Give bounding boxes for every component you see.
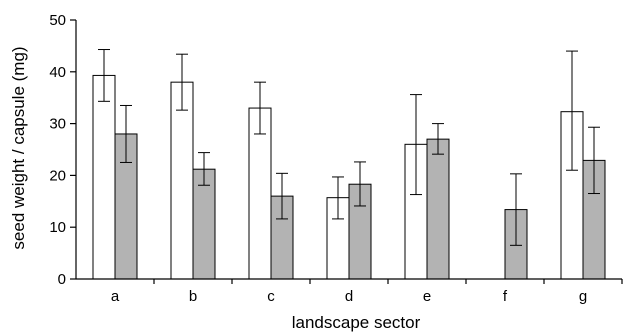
y-tick-label: 30	[49, 116, 66, 133]
y-tick-label: 10	[49, 219, 66, 236]
bar-b-series-1	[170, 81, 194, 280]
x-tick-label: b	[189, 288, 197, 305]
y-axis-title: seed weight / capsule (mg)	[9, 46, 28, 249]
x-axis-title: landscape sector	[292, 313, 421, 332]
y-tick-label: 50	[49, 12, 66, 29]
y-tick-label: 20	[49, 167, 66, 184]
bar-e-series-2	[426, 138, 450, 280]
x-tick-label: d	[345, 288, 353, 305]
y-tick-label: 40	[49, 64, 66, 81]
ticks-layer: 0 10 20 30 40 50 a b c d e f g	[49, 12, 623, 305]
bars-layer	[92, 49, 606, 280]
x-tick-label: c	[267, 288, 275, 305]
axes-layer	[75, 20, 622, 280]
bar-a-series-1	[92, 74, 116, 280]
y-tick-label: 0	[58, 271, 66, 288]
x-tick-label: f	[503, 288, 508, 305]
x-tick-label: e	[423, 288, 431, 305]
x-tick-label: a	[111, 288, 120, 305]
x-tick-label: g	[579, 288, 587, 305]
